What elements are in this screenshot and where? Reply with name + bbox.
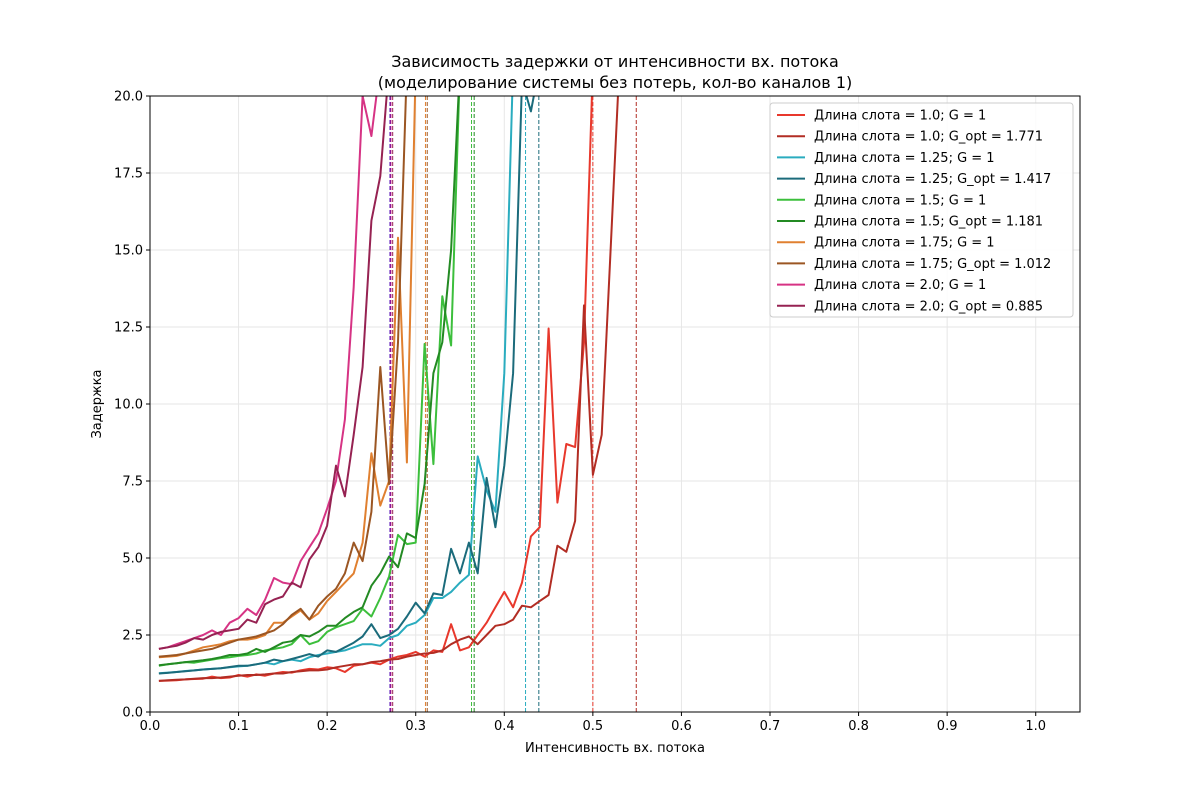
legend-box (769, 102, 1074, 318)
x-tick-label: 0.4 (494, 719, 515, 734)
x-axis-label: Интенсивность вх. потока (525, 741, 705, 756)
y-tick-label: 0.0 (122, 706, 143, 721)
legend-label: Длина слота = 1.75; G_opt = 1.012 (814, 257, 1051, 272)
x-tick-label: 0.2 (317, 719, 338, 734)
x-tick-label: 0.7 (760, 719, 781, 734)
x-tick-label: 0.1 (228, 719, 249, 734)
x-tick-label: 0.9 (937, 719, 958, 734)
legend-label: Длина слота = 1.5; G = 1 (814, 193, 986, 208)
series-line (158, 96, 460, 667)
legend-label: Длина слота = 1.0; G_opt = 1.771 (814, 130, 1043, 145)
y-tick-label: 7.5 (122, 475, 143, 490)
x-tick-label: 0.6 (671, 719, 692, 734)
y-tick-label: 20.0 (114, 90, 143, 105)
series-line (158, 96, 535, 675)
series-lines (158, 96, 619, 682)
y-axis-ticks: 0.0 2.5 5.0 7.5 10.0 12.5 15.0 17.5 20.0 (114, 90, 150, 721)
series-line (158, 96, 407, 658)
x-tick-label: 0.0 (140, 719, 161, 734)
y-tick-label: 5.0 (122, 552, 143, 567)
y-tick-label: 17.5 (114, 167, 143, 182)
legend-label: Длина слота = 2.0; G = 1 (814, 278, 986, 293)
legend-label: Длина слота = 1.25; G_opt = 1.417 (814, 172, 1051, 187)
y-tick-label: 12.5 (114, 321, 143, 336)
x-tick-label: 0.8 (848, 719, 869, 734)
legend-label: Длина слота = 2.0; G_opt = 0.885 (814, 299, 1043, 314)
series-line (158, 96, 619, 682)
series-line (158, 96, 388, 650)
legend-label: Длина слота = 1.75; G = 1 (814, 236, 995, 251)
x-tick-label: 0.5 (583, 719, 604, 734)
y-axis-label: Задержка (90, 369, 105, 438)
x-axis-ticks: 0.0 0.1 0.2 0.3 0.4 0.5 0.6 0.7 0.8 0.9 1.0 (140, 712, 1046, 734)
y-tick-label: 10.0 (114, 398, 143, 413)
chart-title-line-1: Зависимость задержки от интенсивности вх… (391, 52, 839, 71)
legend-label: Длина слота = 1.25; G = 1 (814, 151, 995, 166)
y-tick-label: 2.5 (122, 629, 143, 644)
y-tick-label: 15.0 (114, 244, 143, 259)
x-tick-label: 1.0 (1025, 719, 1046, 734)
legend-label: Длина слота = 1.0; G = 1 (814, 109, 986, 124)
legend-label: Длина слота = 1.5; G_opt = 1.181 (814, 215, 1043, 230)
chart-title-line-2: (моделирование системы без потерь, кол-в… (378, 73, 852, 92)
legend: Длина слота = 1.0; G = 1 Длина слота = 1.… (769, 102, 1074, 318)
x-tick-label: 0.3 (405, 719, 426, 734)
